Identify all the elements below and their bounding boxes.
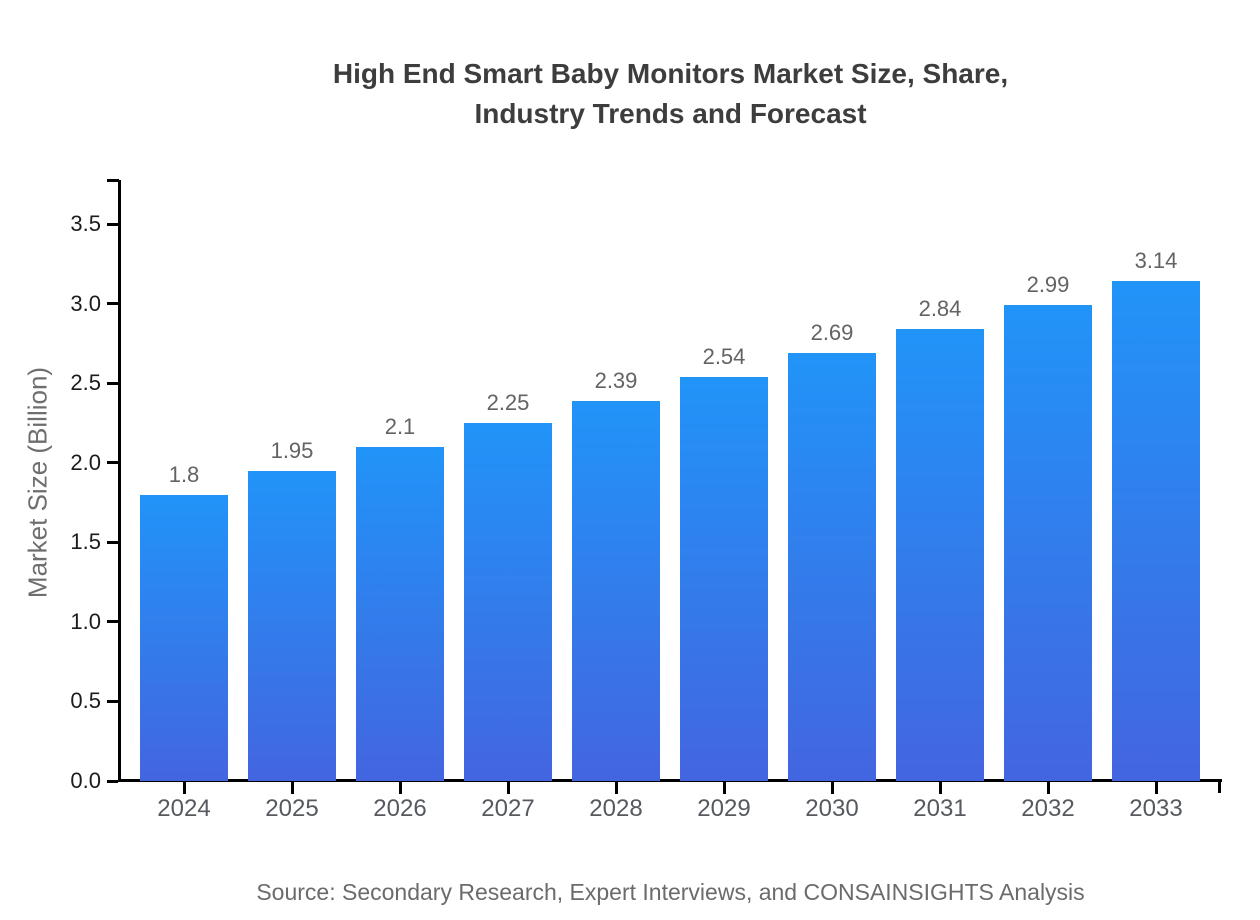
source-caption: Source: Secondary Research, Expert Inter… — [256, 879, 1085, 905]
x-tick-label-2029: 2029 — [697, 795, 751, 822]
bar-value-label-2026: 2.1 — [384, 413, 416, 439]
bar-2025 — [248, 470, 336, 781]
bar-value-label-2030: 2.69 — [810, 319, 854, 345]
x-axis-line — [118, 779, 1222, 782]
y-axis-line — [118, 180, 121, 782]
y-tick-3.0 — [107, 302, 118, 306]
bar-2030 — [788, 352, 876, 781]
y-tick-label-3.0: 3.0 — [70, 290, 101, 316]
x-tick-2029 — [722, 782, 726, 794]
bar-2028 — [572, 400, 660, 781]
y-tick-1.5 — [107, 540, 118, 544]
bar-2024 — [140, 494, 228, 781]
x-tick-label-2028: 2028 — [589, 795, 643, 822]
x-tick-2024 — [182, 782, 186, 794]
x-tick-2028 — [614, 782, 618, 794]
x-tick-label-2025: 2025 — [265, 795, 319, 822]
y-tick-label-0.5: 0.5 — [70, 688, 101, 714]
y-tick-label-2.5: 2.5 — [70, 370, 101, 396]
bar-2029 — [680, 376, 768, 781]
bar-2032 — [1004, 305, 1092, 781]
x-tick-2032 — [1046, 782, 1050, 794]
x-axis-end-cap — [1218, 779, 1221, 793]
bar-value-label-2025: 1.95 — [270, 437, 314, 463]
chart-title: High End Smart Baby Monitors Market Size… — [119, 54, 1222, 134]
bar-2031 — [896, 329, 984, 781]
bar-value-label-2033: 3.14 — [1134, 248, 1178, 274]
bar-value-label-2029: 2.54 — [702, 343, 746, 369]
bar-value-label-2024: 1.8 — [168, 461, 200, 487]
x-tick-2033 — [1154, 782, 1158, 794]
y-tick-label-1.0: 1.0 — [70, 608, 101, 634]
x-tick-2026 — [398, 782, 402, 794]
chart-title-line1: High End Smart Baby Monitors Market Size… — [332, 58, 1009, 89]
x-tick-label-2032: 2032 — [1021, 795, 1075, 822]
bar-2033 — [1112, 281, 1200, 781]
y-axis-end-cap — [107, 179, 119, 182]
y-tick-2.5 — [107, 381, 118, 385]
y-tick-0.0 — [107, 779, 118, 783]
x-tick-2030 — [830, 782, 834, 794]
y-tick-label-2.0: 2.0 — [70, 449, 101, 475]
y-tick-3.5 — [107, 222, 118, 226]
bar-value-label-2032: 2.99 — [1026, 272, 1070, 298]
x-tick-2025 — [290, 782, 294, 794]
y-tick-1.0 — [107, 620, 118, 624]
x-tick-2027 — [506, 782, 510, 794]
x-tick-label-2031: 2031 — [913, 795, 967, 822]
bar-2027 — [464, 422, 552, 781]
y-tick-0.5 — [107, 699, 118, 703]
x-tick-label-2027: 2027 — [481, 795, 535, 822]
x-tick-label-2024: 2024 — [157, 795, 211, 822]
bar-value-label-2031: 2.84 — [918, 296, 962, 322]
chart-title-line2: Industry Trends and Forecast — [474, 98, 867, 129]
y-tick-label-3.5: 3.5 — [70, 211, 101, 236]
x-tick-label-2026: 2026 — [373, 795, 427, 822]
bar-value-label-2028: 2.39 — [594, 367, 638, 393]
x-tick-2031 — [938, 782, 942, 794]
bar-2026 — [356, 446, 444, 781]
x-tick-label-2030: 2030 — [805, 795, 859, 822]
bar-value-label-2027: 2.25 — [486, 389, 530, 415]
y-tick-label-1.5: 1.5 — [70, 529, 101, 555]
y-tick-label-0.0: 0.0 — [70, 768, 101, 793]
x-tick-label-2033: 2033 — [1129, 795, 1183, 822]
y-tick-2.0 — [107, 461, 118, 465]
